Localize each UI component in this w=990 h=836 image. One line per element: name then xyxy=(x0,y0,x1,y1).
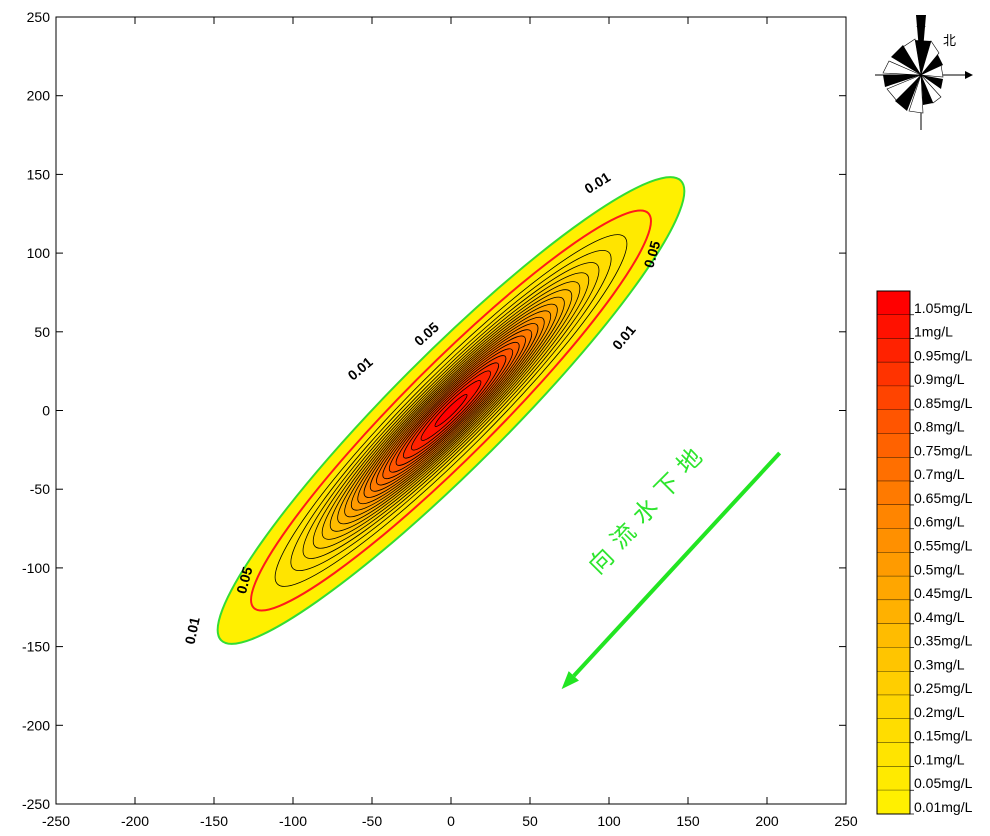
x-tick-label: 50 xyxy=(522,813,538,829)
y-tick-label: -250 xyxy=(22,796,50,812)
x-tick-label: 0 xyxy=(447,813,455,829)
x-tick-label: 250 xyxy=(834,813,858,829)
y-tick-label: 0 xyxy=(42,403,50,419)
legend-label: 0.75mg/L xyxy=(914,442,973,458)
legend-label: 0.45mg/L xyxy=(914,585,973,601)
legend-swatch xyxy=(877,647,910,672)
x-tick-label: -250 xyxy=(42,813,70,829)
legend-label: 0.01mg/L xyxy=(914,799,973,815)
legend-swatch xyxy=(877,291,910,316)
legend-swatch xyxy=(877,600,910,625)
y-tick-label: 150 xyxy=(27,166,51,182)
concentration-plume xyxy=(216,176,686,645)
contour-label: 0.05 xyxy=(641,239,664,270)
legend-swatch xyxy=(877,338,910,363)
legend-label: 0.1mg/L xyxy=(914,751,965,767)
legend-label: 0.5mg/L xyxy=(914,561,965,577)
y-tick-label: -50 xyxy=(30,481,50,497)
y-tick-label: 200 xyxy=(27,88,51,104)
legend-label: 0.3mg/L xyxy=(914,656,965,672)
north-compass-rose-icon: 北 xyxy=(875,15,973,130)
legend-label: 0.25mg/L xyxy=(914,680,973,696)
legend-label: 0.35mg/L xyxy=(914,633,973,649)
legend-swatch xyxy=(877,433,910,458)
legend-swatch xyxy=(877,386,910,411)
legend-label: 0.85mg/L xyxy=(914,395,973,411)
legend-swatch xyxy=(877,671,910,696)
flow-arrow-head-icon xyxy=(561,671,579,690)
legend-label: 0.15mg/L xyxy=(914,728,973,744)
legend-label: 0.55mg/L xyxy=(914,538,973,554)
legend-swatch xyxy=(877,314,910,340)
legend-swatch xyxy=(877,790,910,815)
x-tick-label: 100 xyxy=(597,813,621,829)
legend-label: 0.7mg/L xyxy=(914,466,965,482)
y-tick-label: 50 xyxy=(34,324,50,340)
flow-arrow-shaft xyxy=(572,451,782,678)
legend-swatch xyxy=(877,766,910,791)
legend-label: 0.6mg/L xyxy=(914,514,965,530)
legend-swatch xyxy=(877,457,910,482)
legend-swatch xyxy=(877,576,910,601)
x-tick-label: -50 xyxy=(362,813,382,829)
y-tick-label: 250 xyxy=(27,9,51,25)
north-label: 北 xyxy=(943,34,956,49)
y-tick-label: -150 xyxy=(22,639,50,655)
x-tick-label: 150 xyxy=(676,813,700,829)
legend-label: 0.8mg/L xyxy=(914,419,965,435)
legend-label: 0.05mg/L xyxy=(914,775,973,791)
legend-swatch xyxy=(877,528,910,553)
legend-swatch xyxy=(877,552,910,577)
legend-label: 0.4mg/L xyxy=(914,609,965,625)
axes: -250 -200 -150 -100 -50 0 50 100 150 200 250 -250 -2… xyxy=(22,9,858,829)
legend-swatch xyxy=(877,481,910,506)
legend-label: 1.05mg/L xyxy=(914,300,973,316)
contour-1_05 xyxy=(434,394,468,427)
y-tick-label: -100 xyxy=(22,560,50,576)
x-tick-label: 200 xyxy=(755,813,779,829)
legend-swatch xyxy=(877,362,910,387)
legend-label: 0.65mg/L xyxy=(914,490,973,506)
legend: 1.05mg/L 1mg/L 0.95mg/L 0.9mg/L 0.85mg/L 0.8m… xyxy=(876,290,973,815)
contour-label: 0.05 xyxy=(233,565,256,596)
legend-label: 1mg/L xyxy=(914,324,953,340)
legend-swatch xyxy=(877,409,910,435)
legend-label: 0.95mg/L xyxy=(914,347,973,363)
contour-label: 0.01 xyxy=(182,615,203,645)
legend-swatch xyxy=(877,695,910,720)
x-tick-label: -150 xyxy=(200,813,228,829)
legend-swatch xyxy=(877,623,910,649)
x-tick-label: -200 xyxy=(121,813,149,829)
legend-frame xyxy=(876,290,911,815)
legend-swatch xyxy=(877,742,910,767)
y-tick-label: 100 xyxy=(27,245,51,261)
legend-swatch xyxy=(877,718,910,744)
x-tick-label: -100 xyxy=(279,813,307,829)
y-tick-label: -200 xyxy=(22,717,50,733)
legend-label: 0.2mg/L xyxy=(914,704,965,720)
legend-swatch xyxy=(877,504,910,530)
legend-label: 0.9mg/L xyxy=(914,371,965,387)
